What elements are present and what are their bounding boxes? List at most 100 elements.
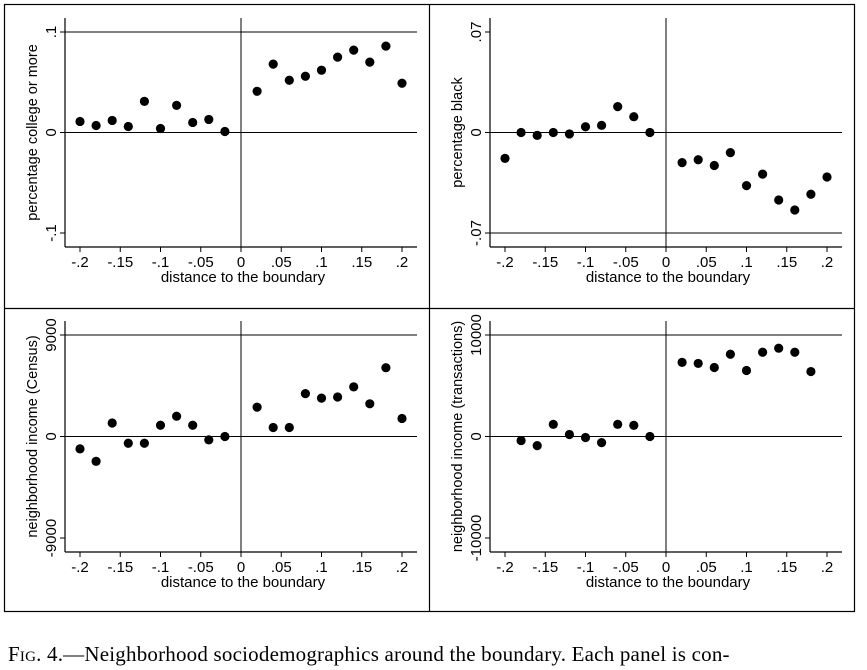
x-tick-label: -.05 <box>613 559 639 576</box>
data-point <box>613 102 623 112</box>
data-point <box>822 172 832 182</box>
data-point <box>252 402 262 412</box>
data-point <box>268 422 278 433</box>
y-tick-label: .1 <box>43 26 60 39</box>
data-point <box>172 100 182 110</box>
data-point <box>155 420 166 430</box>
data-point <box>204 114 214 125</box>
y-axis-title: percentage black <box>450 77 466 188</box>
data-point <box>677 357 687 368</box>
data-point <box>333 52 343 62</box>
panel-2: -.2 -.15 -.1 -.05 0 .05 .1 .15 .2 distance to the… <box>450 18 842 286</box>
data-point <box>284 75 294 85</box>
panel-1: -.2 -.15 -.1 -.05 0 .05 .1 .15 .2 distance to the… <box>25 18 417 286</box>
x-tick-label: .1 <box>315 254 328 271</box>
figure-caption-text: —Neighborhood sociodemographics around t… <box>63 642 730 666</box>
x-tick-label: -.05 <box>188 559 214 576</box>
y-tick-label: 0 <box>468 432 485 440</box>
x-tick-label: 0 <box>237 254 245 271</box>
x-tick-label: -.15 <box>107 559 133 576</box>
x-tick-label: .15 <box>776 254 797 271</box>
y-tick-label: -.07 <box>468 220 485 246</box>
x-tick-label: -.15 <box>532 559 558 576</box>
x-tick-label: -.1 <box>577 254 595 271</box>
data-point <box>564 129 575 139</box>
x-tick-label: .05 <box>271 559 292 576</box>
x-tick-label: .15 <box>351 254 372 271</box>
data-point <box>381 41 391 51</box>
data-point <box>268 59 278 69</box>
panel-3: -.2 -.15 -.1 -.05 0 .05 .1 .15 .2 distance to the… <box>25 318 417 591</box>
data-point <box>758 169 768 179</box>
data-point <box>597 437 607 448</box>
data-point <box>516 435 526 446</box>
x-tick-label: 0 <box>237 559 245 576</box>
data-point <box>677 158 687 168</box>
x-tick-label: .2 <box>396 559 409 576</box>
data-point <box>758 347 768 357</box>
x-tick-label: .15 <box>351 559 372 576</box>
x-tick-label: .2 <box>821 559 834 576</box>
x-tick-label: .05 <box>271 254 292 271</box>
data-point <box>316 393 327 403</box>
data-point <box>790 205 800 215</box>
data-point <box>645 127 655 138</box>
data-point <box>300 71 310 81</box>
x-tick-label: -.15 <box>107 254 133 271</box>
data-point <box>91 456 101 466</box>
x-tick-label: .1 <box>740 559 753 576</box>
y-tick-label: 0 <box>468 128 485 136</box>
x-tick-label: 0 <box>662 559 670 576</box>
x-tick-label: .05 <box>696 559 717 576</box>
data-point <box>172 411 182 421</box>
data-point <box>725 148 736 158</box>
data-point <box>188 420 198 430</box>
data-point <box>597 120 607 130</box>
data-point <box>75 444 85 454</box>
x-tick-label: -.1 <box>152 559 170 576</box>
data-point <box>580 122 591 132</box>
figure-caption-label: Fig. 4. <box>8 642 64 666</box>
x-tick-label: -.2 <box>496 559 514 576</box>
data-point <box>774 195 784 205</box>
data-point <box>300 389 310 399</box>
data-point <box>107 115 117 126</box>
x-tick-label: -.15 <box>532 254 558 271</box>
data-point <box>806 189 816 199</box>
x-tick-label: -.2 <box>71 254 89 271</box>
data-point <box>548 419 558 429</box>
data-point <box>709 160 719 171</box>
x-tick-label: -.2 <box>496 254 514 271</box>
data-point <box>693 358 703 369</box>
data-point <box>155 123 166 134</box>
x-tick-label: -.1 <box>152 254 170 271</box>
data-point <box>139 438 149 448</box>
x-axis-title: distance to the boundary <box>586 574 751 591</box>
x-tick-label: -.1 <box>577 559 595 576</box>
data-point <box>725 349 736 359</box>
y-tick-label: 0 <box>43 432 60 440</box>
data-point <box>693 155 703 165</box>
data-point <box>613 419 623 429</box>
y-tick-label: -9000 <box>43 519 60 557</box>
data-point <box>349 45 359 55</box>
data-point <box>645 431 655 442</box>
y-tick-label: 0 <box>43 128 60 136</box>
y-tick-label: 9000 <box>43 318 60 351</box>
data-point <box>204 435 214 445</box>
x-tick-label: -.2 <box>71 559 89 576</box>
data-point <box>774 343 784 353</box>
data-point <box>123 121 133 132</box>
data-point <box>365 399 375 409</box>
data-point <box>532 130 542 140</box>
data-point <box>123 438 133 448</box>
y-tick-label: -10000 <box>468 515 485 562</box>
data-point <box>741 181 752 191</box>
data-point <box>220 126 230 137</box>
data-point <box>564 429 575 440</box>
y-tick-label: -.1 <box>43 224 60 242</box>
x-tick-label: .15 <box>776 559 797 576</box>
y-axis-title: neighborhood income (transactions) <box>450 321 466 552</box>
panel-4: -.2 -.15 -.1 -.05 0 .05 .1 .15 .2 distance to the… <box>450 314 842 591</box>
